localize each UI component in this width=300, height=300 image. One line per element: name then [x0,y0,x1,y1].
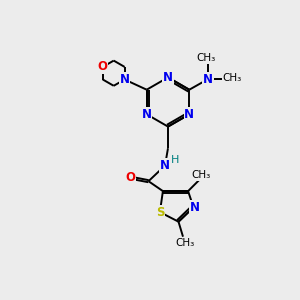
Text: N: N [160,159,170,172]
Text: CH₃: CH₃ [222,73,242,83]
Text: N: N [142,108,152,121]
Text: CH₃: CH₃ [191,170,211,180]
Text: N: N [120,73,130,86]
Text: N: N [190,201,200,214]
Text: H: H [170,155,179,165]
Text: N: N [163,71,173,84]
Text: CH₃: CH₃ [197,53,216,63]
Text: N: N [184,108,194,121]
Text: N: N [203,73,213,86]
Text: CH₃: CH₃ [175,238,194,248]
Text: S: S [156,206,164,219]
Text: O: O [125,171,135,184]
Text: O: O [98,60,108,74]
